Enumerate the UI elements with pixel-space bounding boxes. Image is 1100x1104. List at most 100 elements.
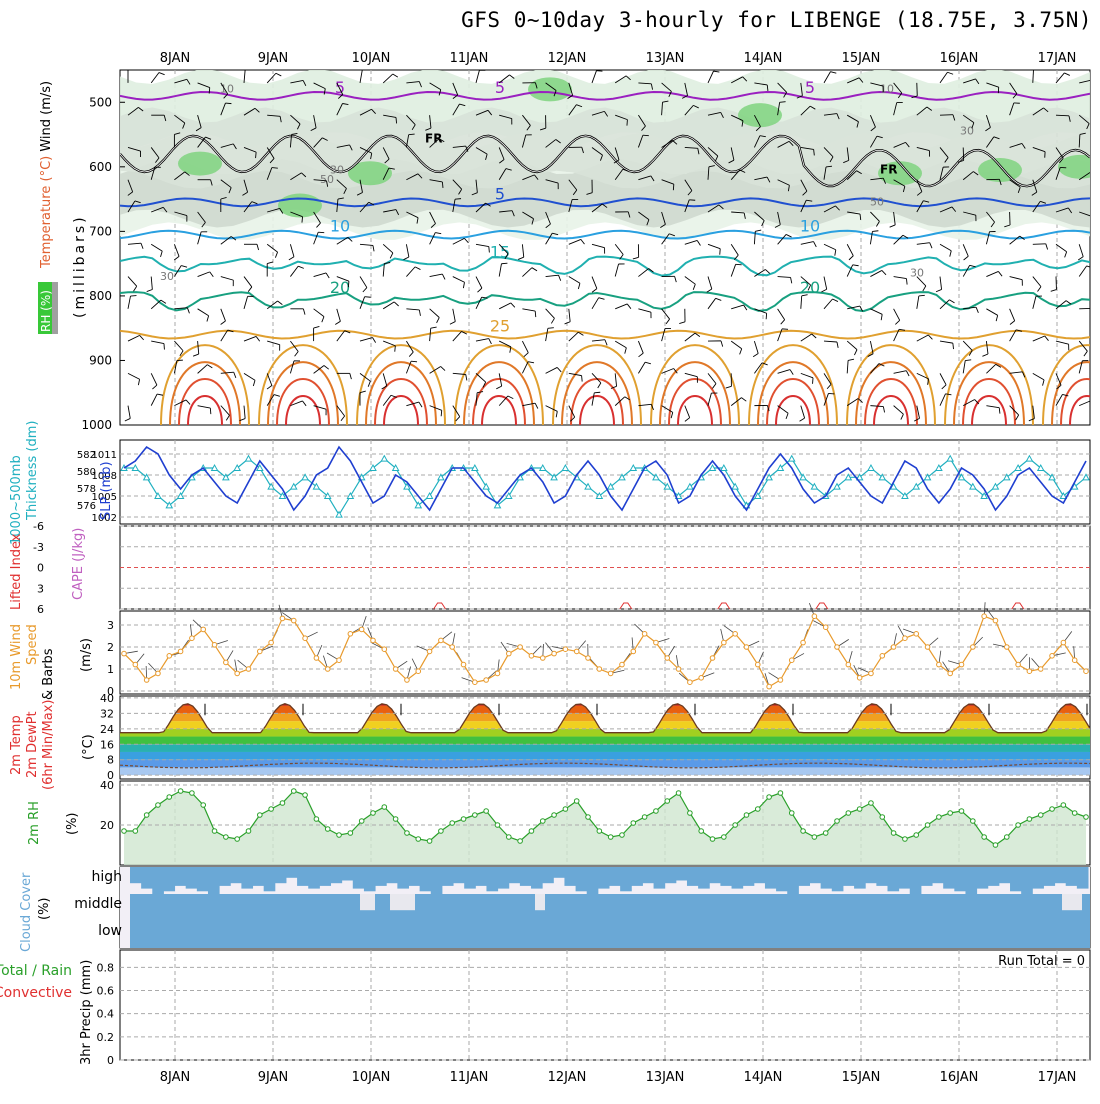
cloud-high-bar	[887, 867, 899, 891]
cloud-high-bar	[910, 867, 922, 894]
cloud-high-bar	[197, 867, 209, 891]
rh-point	[925, 823, 930, 828]
wind-barb-flag	[442, 274, 445, 279]
rh-point	[529, 829, 534, 834]
rh-point	[156, 803, 161, 808]
temp-contour-loop	[945, 345, 1033, 425]
rh-point	[789, 811, 794, 816]
rh-point	[201, 803, 206, 808]
wind-speed-point	[507, 651, 512, 656]
wind-speed-point	[608, 671, 613, 676]
wind-speed-point	[574, 649, 579, 654]
wind-barb-flag	[437, 318, 440, 323]
wind-barb-flag	[712, 384, 716, 389]
wind-barb	[940, 244, 951, 251]
wind-barb-flag	[947, 72, 953, 74]
wind-barb-flag	[350, 373, 352, 379]
wind-barb	[615, 341, 626, 348]
wind-speed-point	[473, 680, 478, 685]
wind-barb	[499, 303, 511, 309]
li-label: Lifted Index	[9, 533, 24, 610]
temp-contour-loop	[179, 379, 231, 425]
rh-point	[507, 835, 512, 840]
wind-barb-flag	[278, 301, 283, 305]
wind-barb	[615, 304, 627, 309]
wind-barb	[244, 373, 255, 380]
wind-barb	[1079, 244, 1083, 256]
wind-barb	[221, 309, 226, 321]
cloud-high-bar	[810, 867, 822, 883]
rh-point	[823, 831, 828, 836]
wind-barb-flag	[193, 354, 199, 356]
temp-contour-label: 25	[490, 317, 510, 336]
cloud-high-bar	[141, 867, 153, 889]
wind-barb-flag	[1043, 380, 1045, 386]
wind-barb-flag	[157, 394, 163, 395]
date-label-top: 12JAN	[548, 51, 587, 66]
wind-speed-point	[427, 649, 432, 654]
cape-label: CAPE (J/kg)	[71, 528, 86, 600]
wind-barb	[244, 70, 245, 83]
wind-barb-flag	[833, 299, 838, 302]
temp-contour-label: 10	[330, 217, 350, 236]
wind-barb-flag	[209, 88, 210, 94]
wind-barb	[986, 271, 998, 276]
wind-barb	[244, 296, 248, 308]
wind-barb-flag	[141, 243, 143, 249]
wind-speed-point	[937, 662, 942, 667]
wind-barb	[430, 274, 443, 276]
thickness-point	[732, 484, 738, 490]
wind-barb-flag	[303, 309, 305, 315]
rh-point	[631, 821, 636, 826]
wind-barb-flag	[1016, 415, 1019, 420]
wind-barb-flag	[853, 265, 859, 266]
wind-barb-flag	[950, 251, 952, 257]
wind-barb	[824, 244, 836, 249]
chart-title: GFS 0~10day 3-hourly for LIBENGE (18.75E…	[0, 8, 1092, 32]
wind-barb	[801, 296, 802, 309]
rh-point	[722, 835, 727, 840]
temp-y-tick: 40	[100, 692, 114, 705]
rh-point	[280, 801, 285, 806]
rh-point	[688, 811, 693, 816]
cloud-high-bar	[676, 867, 688, 881]
stability-y-tick: 0	[37, 562, 44, 575]
wind-barb	[731, 305, 743, 309]
wind-barb-flag	[455, 199, 461, 200]
wind-barb-flag	[303, 401, 307, 406]
wind-speed-point	[314, 656, 319, 661]
wind-barb	[314, 273, 326, 277]
temp-label: (°C)	[81, 734, 96, 760]
wind-speed-point	[1072, 658, 1077, 663]
panel-frame-slp-thickness	[120, 440, 1090, 524]
wind-speed-point	[597, 667, 602, 672]
wind-barb-flag	[316, 223, 320, 227]
wind-speed-point	[801, 640, 806, 645]
wind-barb-flag	[675, 276, 677, 282]
wind-barb-flag	[881, 314, 882, 320]
precip-y-tick: 0	[107, 1054, 114, 1067]
wind-barb-flag	[551, 318, 554, 323]
wind-barb-flag	[548, 328, 554, 329]
wind-barb	[1033, 296, 1036, 309]
cloud-gap	[390, 894, 415, 910]
rh-point	[167, 795, 172, 800]
date-label-top: 13JAN	[646, 51, 685, 66]
temp-contour-loop	[161, 345, 249, 425]
wind-barb	[198, 406, 211, 408]
rh-point	[914, 833, 919, 838]
cloud-high-bar	[420, 867, 432, 891]
temp-contour-label: 5	[805, 78, 815, 97]
wind-barb	[151, 277, 152, 290]
wind-barb-flag	[365, 297, 371, 298]
wind-barb	[638, 269, 648, 277]
cloud-high-bar	[832, 867, 844, 891]
rh-point	[620, 833, 625, 838]
wind-barb	[870, 406, 883, 407]
rh-point	[1038, 813, 1043, 818]
rh-shading	[120, 69, 1100, 425]
wind-speed-point	[540, 656, 545, 661]
wind-barb-flag	[256, 152, 257, 158]
wind-barb-flag	[326, 273, 329, 278]
temp-contour-loop	[847, 345, 935, 425]
